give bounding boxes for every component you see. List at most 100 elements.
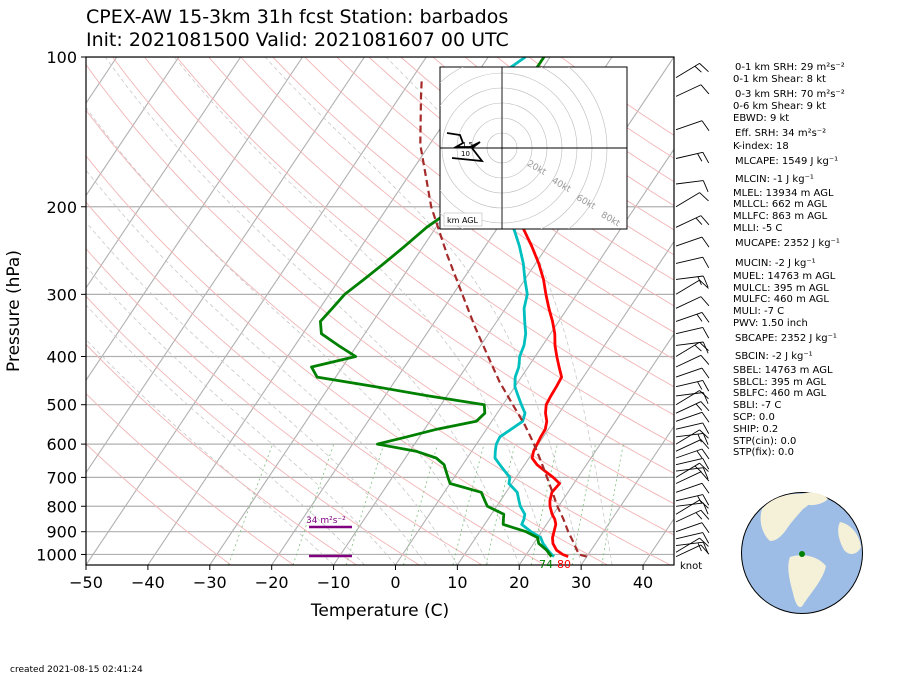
barb-flag xyxy=(702,180,709,193)
barb-staff xyxy=(675,192,700,208)
barb-staff xyxy=(675,279,700,295)
moist-adiabat xyxy=(385,57,613,565)
dry-adiabat xyxy=(86,392,294,565)
wind-barb xyxy=(675,236,710,248)
x-axis-label: Temperature (C) xyxy=(310,601,449,621)
mixing-ratio-line xyxy=(345,443,385,565)
mixing-ratio-line xyxy=(452,443,485,565)
mixing-ratio-line xyxy=(530,444,558,565)
wind-barb xyxy=(675,311,710,323)
barb-staff xyxy=(675,439,702,452)
dewpoint-profile xyxy=(310,57,553,558)
wind-barb xyxy=(675,432,709,445)
barb-staff xyxy=(675,462,700,478)
barb-flag xyxy=(702,458,710,470)
wind-barb xyxy=(675,499,709,515)
isotherm xyxy=(147,57,489,565)
moist-adiabat xyxy=(86,169,458,565)
y-tick-label: 300 xyxy=(46,285,77,304)
barb-flag xyxy=(699,63,709,73)
wind-barb xyxy=(675,279,709,295)
index-line: MLEL: 13934 m AGL xyxy=(733,188,834,199)
indices-panel: 0-1 km SRH: 29 m²s⁻²0-1 km Shear: 8 kt 0-… xyxy=(733,62,845,458)
barb-flag xyxy=(702,152,710,164)
hodograph-trace xyxy=(446,132,484,163)
barb-flag xyxy=(697,542,702,552)
barb-flag xyxy=(699,499,709,509)
barb-flag xyxy=(702,380,710,392)
wind-barb xyxy=(675,180,709,193)
moist-adiabat xyxy=(86,106,489,565)
wind-barb xyxy=(675,296,710,309)
barb-staff xyxy=(675,275,704,280)
dry-adiabat xyxy=(368,57,674,281)
barb-flag xyxy=(699,462,709,472)
barb-flag xyxy=(699,537,709,547)
isotherm xyxy=(395,148,674,565)
x-tick-label: −20 xyxy=(255,573,289,592)
moist-adiabat xyxy=(86,339,334,565)
wind-barb xyxy=(675,215,710,228)
wind-barbs xyxy=(675,63,710,558)
barb-flag xyxy=(699,279,709,289)
y-tick-label: 700 xyxy=(46,468,77,487)
barb-unit-label: knot xyxy=(680,561,702,572)
barb-flag xyxy=(702,275,709,288)
barb-flag xyxy=(701,367,710,379)
wind-barb xyxy=(675,63,709,78)
barb-staff xyxy=(675,544,702,558)
barb-flag xyxy=(699,192,709,202)
barb-flag xyxy=(701,448,710,460)
barb-staff xyxy=(675,256,703,264)
index-line: MUCAPE: 2352 J kg⁻¹ xyxy=(735,238,840,249)
isotherm xyxy=(86,57,304,382)
index-line: MULCL: 395 m AGL xyxy=(733,283,829,294)
x-tick-label: −30 xyxy=(193,573,227,592)
y-axis-label: Pressure (hPa) xyxy=(4,250,24,372)
temperature-profile xyxy=(491,96,569,558)
barb-staff xyxy=(675,380,703,388)
index-line: MUCIN: -2 J kg⁻¹ xyxy=(735,258,816,269)
hodograph-legend: km AGL xyxy=(447,216,479,225)
wind-barb xyxy=(675,341,709,354)
barb-flag xyxy=(700,401,710,412)
dry-adiabat xyxy=(272,57,674,360)
x-tick-label: −10 xyxy=(317,573,351,592)
mixing-ratio-line xyxy=(228,443,274,565)
x-tick-label: −40 xyxy=(131,573,165,592)
srh-bar-label: 34 m²s⁻² xyxy=(306,516,346,526)
index-line: MUEL: 14763 m AGL xyxy=(733,271,836,282)
index-line: SBEL: 14763 m AGL xyxy=(733,365,833,376)
hodograph-legend-box xyxy=(443,212,483,227)
barb-flag xyxy=(699,341,709,351)
index-line: K-index: 18 xyxy=(733,141,789,152)
station-marker xyxy=(799,551,805,557)
index-line: MLLCL: 662 m AGL xyxy=(733,199,827,210)
barb-flag xyxy=(702,327,710,339)
barb-flag xyxy=(697,495,703,504)
barb-staff xyxy=(675,471,702,484)
mixing-ratio-line xyxy=(292,443,335,565)
barb-staff xyxy=(675,494,703,502)
barb-flag xyxy=(700,509,710,520)
barb-staff xyxy=(675,120,703,131)
isotherm xyxy=(456,240,674,565)
barb-staff xyxy=(675,392,704,397)
index-line: SCP: 0.0 xyxy=(733,412,775,423)
isotherm xyxy=(580,425,674,565)
y-tick-label: 100 xyxy=(46,48,77,67)
barb-staff xyxy=(675,367,703,378)
barb-flag xyxy=(696,314,703,322)
barb-staff xyxy=(675,84,702,97)
index-line: MULFC: 460 m AGL xyxy=(733,294,829,305)
hodograph-height-label: 1.5 xyxy=(462,141,473,149)
wind-barb xyxy=(675,462,709,478)
mixing-ratio-line xyxy=(403,443,439,565)
barb-flag xyxy=(694,344,702,352)
y-tick-label: 800 xyxy=(46,497,77,516)
barb-flag xyxy=(697,276,702,285)
dry-adiabat xyxy=(112,57,674,505)
wind-barb xyxy=(675,84,710,97)
